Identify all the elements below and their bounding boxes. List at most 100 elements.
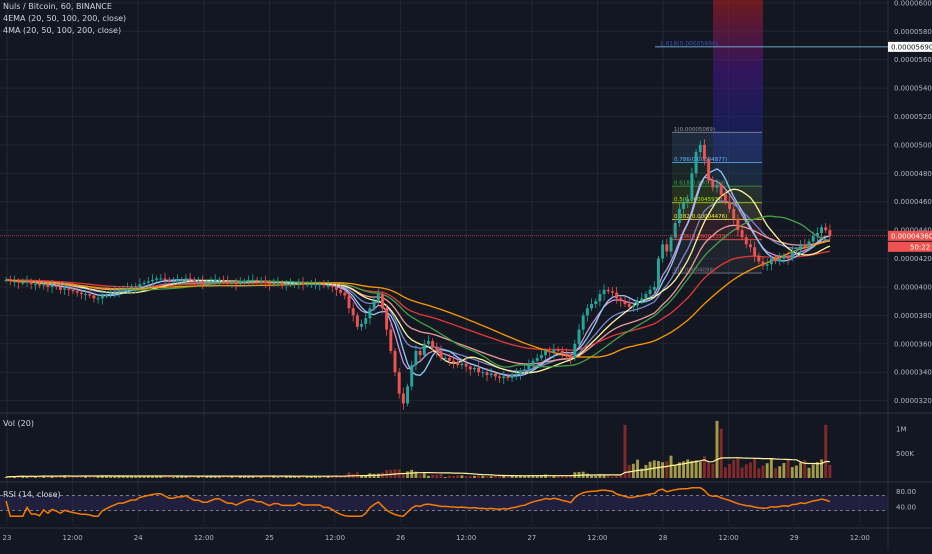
candle-body	[17, 281, 21, 283]
volume-bar	[435, 474, 439, 478]
candle-body	[171, 281, 175, 283]
candle-body	[439, 350, 443, 359]
fib-level-label: 0.236(0.00004333)	[674, 234, 727, 240]
candle-body	[677, 208, 681, 224]
volume-bar	[531, 475, 535, 478]
volume-bar	[414, 471, 418, 478]
volume-bar	[661, 462, 665, 478]
rsi-tick-label: 40.00	[896, 503, 916, 511]
volume-bar	[673, 465, 677, 478]
rsi-legend[interactable]: RSI (14, close)	[3, 490, 61, 499]
candle-body	[54, 285, 58, 287]
candle-body	[694, 152, 698, 174]
candle-body	[410, 365, 414, 387]
target-level-label: 1.618(0.00005690)	[660, 40, 718, 47]
time-tick-label: 24	[134, 534, 143, 542]
candle-body	[242, 281, 246, 283]
volume-bar	[54, 475, 58, 478]
candle-body	[192, 279, 196, 282]
volume-bar	[167, 475, 171, 478]
volume-bar	[297, 476, 301, 478]
volume-bar	[84, 475, 88, 478]
candle-body	[284, 284, 288, 286]
candle-body	[67, 288, 71, 290]
volume-bar	[117, 475, 121, 478]
candle-body	[564, 353, 568, 356]
volume-bar	[506, 476, 510, 478]
candle-body	[799, 244, 803, 251]
candle-body	[506, 376, 510, 378]
candle-body	[656, 258, 660, 287]
candle-body	[585, 308, 589, 316]
rsi-band	[0, 495, 888, 511]
volume-bar	[75, 475, 79, 478]
volume-bar	[736, 457, 740, 478]
volume-bar	[426, 475, 430, 478]
volume-bar	[121, 476, 125, 478]
candle-body	[753, 247, 757, 256]
candle-body	[150, 279, 154, 282]
candle-body	[769, 258, 773, 265]
candle-body	[180, 279, 184, 281]
candle-body	[464, 363, 468, 367]
volume-bar	[548, 476, 552, 478]
candle-body	[422, 343, 426, 356]
candle-body	[96, 298, 100, 300]
candle-body	[21, 282, 25, 284]
volume-bar	[146, 475, 150, 478]
candle-body	[652, 286, 656, 290]
symbol-title[interactable]: Nuls / Bitcoin, 60, BINANCE	[3, 2, 112, 11]
candle-body	[452, 360, 456, 363]
candle-body	[560, 350, 564, 354]
volume-bar	[242, 475, 246, 478]
ema-legend[interactable]: 4EMA (20, 50, 100, 200, close)	[3, 14, 127, 23]
volume-bar	[50, 476, 54, 478]
candle-body	[510, 375, 514, 378]
candle-body	[686, 198, 690, 202]
volume-bar	[88, 476, 92, 478]
volume-bar	[477, 474, 481, 478]
volume-bar	[443, 477, 447, 478]
volume-bar	[707, 462, 711, 478]
volume-bar	[481, 475, 485, 478]
volume-bar	[719, 428, 723, 478]
target-price-tag	[888, 41, 932, 52]
volume-bar	[585, 473, 589, 478]
volume-bar	[786, 459, 790, 478]
volume-legend[interactable]: Vol (20)	[3, 419, 34, 428]
ma-legend[interactable]: 4MA (20, 50, 100, 200, close)	[3, 26, 122, 35]
volume-bar	[782, 463, 786, 478]
volume-bar	[518, 475, 522, 478]
candle-body	[167, 279, 171, 282]
volume-bar	[247, 475, 251, 478]
volume-bar	[100, 475, 104, 478]
candle-body	[535, 358, 539, 361]
volume-bar	[38, 475, 42, 478]
candle-body	[29, 281, 33, 285]
candle-body	[468, 366, 472, 370]
volume-bar	[343, 475, 347, 478]
candle-body	[418, 350, 422, 356]
candle-body	[690, 173, 694, 199]
candle-body	[435, 346, 439, 351]
candle-body	[4, 279, 8, 281]
candle-body	[815, 232, 819, 236]
volume-bar	[753, 457, 757, 478]
candle-body	[33, 284, 37, 286]
fib-level-label: 1(0.00005089)	[674, 127, 715, 133]
candle-body	[514, 373, 518, 376]
volume-bar	[728, 464, 732, 478]
volume-tick-label: 1M	[896, 425, 907, 433]
volume-bar	[690, 460, 694, 478]
candle-body	[803, 244, 807, 248]
candle-body	[38, 284, 42, 286]
candles	[4, 139, 832, 410]
volume-bar	[648, 461, 652, 478]
